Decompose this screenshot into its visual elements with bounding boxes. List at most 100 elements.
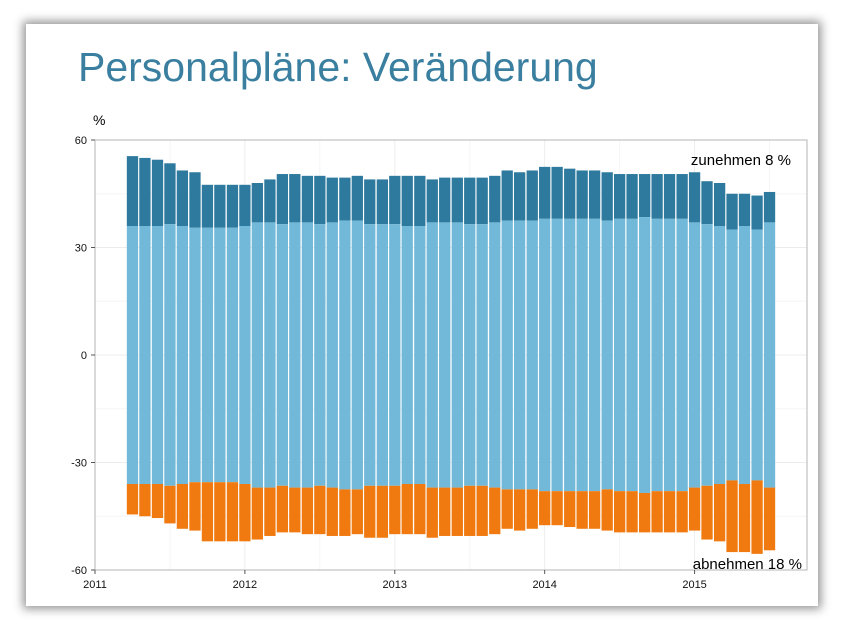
bar-zunehmen xyxy=(289,174,301,223)
bar-zunehmen xyxy=(389,175,401,225)
bar-abnehmen xyxy=(701,485,713,540)
bar-gleich xyxy=(439,222,451,488)
bar-zunehmen xyxy=(663,174,676,219)
bar-zunehmen xyxy=(226,184,239,228)
bar-zunehmen xyxy=(688,172,701,223)
bar-gleich xyxy=(151,226,164,484)
bar-gleich xyxy=(576,218,588,492)
bar-zunehmen xyxy=(376,179,388,225)
bar-zunehmen xyxy=(601,172,613,221)
x-tick-label: 2015 xyxy=(682,579,706,591)
bar-zunehmen xyxy=(751,195,763,230)
bar-gleich xyxy=(176,226,189,484)
bar-abnehmen xyxy=(564,491,576,527)
bar-zunehmen xyxy=(164,163,176,225)
bar-gleich xyxy=(663,218,676,492)
bar-zunehmen xyxy=(126,156,139,226)
bar-zunehmen xyxy=(639,174,651,218)
slide-title: Personalpläne: Veränderung xyxy=(78,44,598,90)
bar-zunehmen xyxy=(701,181,713,225)
bar-abnehmen xyxy=(264,487,276,536)
bar-abnehmen xyxy=(651,491,663,533)
bar-abnehmen xyxy=(389,485,401,535)
bar-zunehmen xyxy=(514,172,526,221)
bar-zunehmen xyxy=(489,175,501,223)
bar-abnehmen xyxy=(376,485,388,538)
bar-zunehmen xyxy=(364,179,376,225)
bar-gleich xyxy=(276,224,289,486)
y-tick-label: 0 xyxy=(81,350,87,362)
bar-abnehmen xyxy=(126,484,139,515)
bar-gleich xyxy=(651,218,663,492)
bar-gleich xyxy=(713,226,726,484)
bar-zunehmen xyxy=(439,177,451,223)
bar-gleich xyxy=(339,220,351,490)
bar-gleich xyxy=(464,224,476,486)
bar-zunehmen xyxy=(301,175,314,223)
bar-zunehmen xyxy=(201,184,214,228)
bar-zunehmen xyxy=(251,183,263,223)
bar-zunehmen xyxy=(414,175,426,226)
bar-abnehmen xyxy=(276,485,289,533)
bar-gleich xyxy=(688,222,701,488)
bar-gleich xyxy=(701,224,713,486)
bar-gleich xyxy=(626,218,638,492)
bar-zunehmen xyxy=(214,184,226,228)
bar-gleich xyxy=(251,222,263,488)
bar-gleich xyxy=(126,226,139,484)
y-tick-label: -30 xyxy=(71,458,87,470)
bar-zunehmen xyxy=(464,177,476,225)
bar-abnehmen xyxy=(414,484,426,535)
y-tick-label: 30 xyxy=(75,243,87,255)
bar-zunehmen xyxy=(539,166,551,219)
bar-zunehmen xyxy=(176,170,189,226)
bar-zunehmen xyxy=(738,193,751,226)
bar-zunehmen xyxy=(451,177,463,223)
bar-zunehmen xyxy=(626,174,638,219)
bar-abnehmen xyxy=(613,491,626,533)
bar-zunehmen xyxy=(401,175,413,226)
bar-zunehmen xyxy=(501,170,513,221)
bar-abnehmen xyxy=(401,484,413,535)
bar-abnehmen xyxy=(763,487,776,551)
bar-gleich xyxy=(751,229,763,481)
bar-gleich xyxy=(726,229,738,481)
bar-abnehmen xyxy=(451,487,463,536)
bar-abnehmen xyxy=(426,487,438,538)
bar-gleich xyxy=(139,226,151,484)
annotation-zunehmen: zunehmen 8 % xyxy=(691,152,791,169)
bar-abnehmen xyxy=(713,484,726,542)
bar-abnehmen xyxy=(588,491,601,529)
bar-abnehmen xyxy=(176,484,189,529)
y-tick-label: 60 xyxy=(75,135,87,147)
bar-abnehmen xyxy=(738,484,751,553)
bar-gleich xyxy=(476,224,488,486)
bar-abnehmen xyxy=(601,489,613,531)
bar-gleich xyxy=(289,222,301,488)
bar-abnehmen xyxy=(201,482,214,542)
bar-gleich xyxy=(414,226,426,484)
bar-abnehmen xyxy=(301,487,314,535)
bar-zunehmen xyxy=(526,170,538,221)
bar-abnehmen xyxy=(314,485,326,535)
bar-abnehmen xyxy=(251,487,263,540)
bar-gleich xyxy=(314,224,326,486)
bar-zunehmen xyxy=(239,184,251,226)
bar-gleich xyxy=(763,222,776,488)
bar-abnehmen xyxy=(464,485,476,536)
bar-gleich xyxy=(639,217,651,493)
bar-gleich xyxy=(514,220,526,490)
bar-abnehmen xyxy=(326,487,338,536)
bar-abnehmen xyxy=(751,480,763,554)
bar-gleich xyxy=(539,218,551,492)
bar-abnehmen xyxy=(226,482,239,542)
y-tick-label: -60 xyxy=(71,565,87,577)
bar-gleich xyxy=(676,218,688,492)
bar-zunehmen xyxy=(339,177,351,221)
bar-abnehmen xyxy=(551,491,563,526)
bar-gleich xyxy=(613,218,626,492)
bar-gleich xyxy=(189,227,201,483)
bar-gleich xyxy=(214,227,226,483)
bar-abnehmen xyxy=(726,480,738,553)
bar-zunehmen xyxy=(151,159,164,226)
